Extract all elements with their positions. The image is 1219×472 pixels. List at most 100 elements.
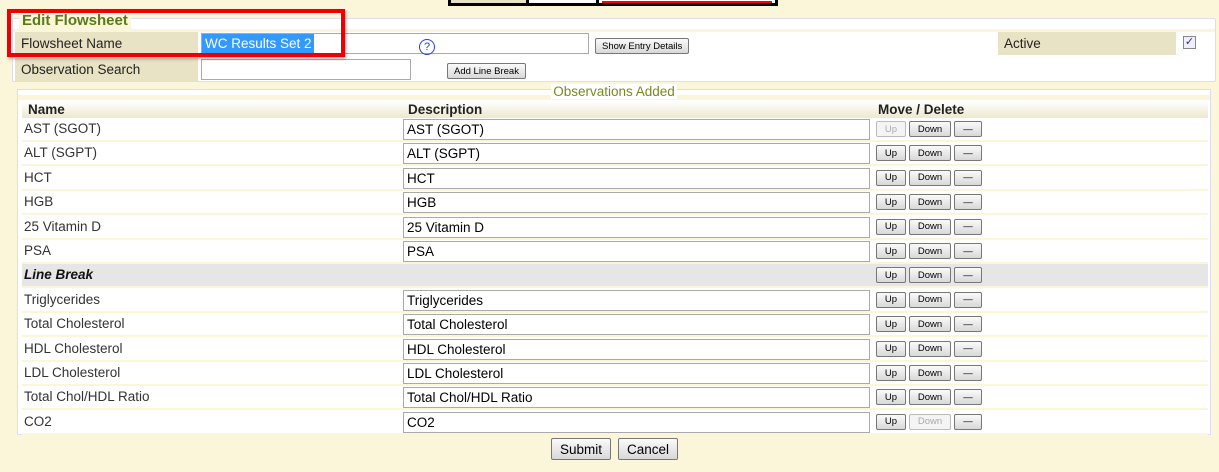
move-down-button[interactable]: Down (909, 243, 951, 259)
description-input[interactable] (403, 192, 870, 214)
observations-legend: Observations Added (18, 84, 1210, 99)
top-info-bar (448, 0, 778, 6)
column-header-name: Name (22, 101, 402, 118)
observation-name: Total Cholesterol (24, 316, 125, 332)
flowsheet-name-label: Flowsheet Name (15, 32, 198, 55)
add-line-break-button[interactable]: Add Line Break (447, 63, 526, 79)
observation-name: Line Break (24, 267, 94, 283)
move-down-button[interactable]: Down (909, 316, 951, 333)
flowsheet-name-input[interactable] (201, 33, 589, 54)
move-down-button[interactable]: Down (909, 413, 951, 430)
move-up-button[interactable]: Up (876, 218, 906, 235)
description-input[interactable] (403, 338, 870, 360)
description-input[interactable] (403, 167, 870, 189)
move-down-button[interactable]: Down (909, 194, 951, 211)
move-up-button[interactable]: Up (876, 340, 906, 357)
top-bar-value-cell (529, 0, 599, 3)
observation-name: HGB (24, 194, 54, 210)
help-icon[interactable]: ? (419, 39, 435, 55)
column-header-description: Description (402, 101, 872, 118)
move-up-button[interactable]: Up (876, 169, 906, 186)
line-break-row: Line Break Up Down — (22, 264, 1208, 289)
delete-button[interactable]: — (954, 194, 982, 211)
move-up-button[interactable]: Up (876, 389, 906, 406)
observation-name: HDL Cholesterol (24, 340, 123, 356)
delete-button[interactable]: — (954, 316, 982, 333)
move-up-button[interactable]: Up (876, 365, 906, 381)
column-header-move-delete: Move / Delete (872, 101, 1208, 118)
move-down-button[interactable]: Down (909, 291, 951, 308)
move-up-button[interactable]: Up (876, 267, 906, 284)
submit-button[interactable]: Submit (551, 438, 612, 460)
move-down-button[interactable]: Down (909, 389, 951, 406)
show-entry-details-button[interactable]: Show Entry Details (595, 38, 690, 54)
description-input[interactable] (403, 387, 870, 409)
delete-button[interactable]: — (954, 243, 982, 259)
cancel-button[interactable]: Cancel (618, 438, 679, 460)
observation-name: Triglycerides (24, 291, 101, 307)
top-bar-label-cell (451, 0, 529, 3)
edit-flowsheet-fieldset: Edit Flowsheet Flowsheet Name Show Entry… (12, 12, 1216, 82)
delete-button[interactable]: — (954, 413, 982, 430)
observation-name: ALT (SGPT) (24, 145, 98, 161)
observation-name: CO2 (24, 413, 52, 429)
delete-button[interactable]: — (954, 145, 982, 162)
description-input[interactable] (403, 241, 870, 262)
observation-name: Total Chol/HDL Ratio (24, 389, 150, 405)
move-up-button[interactable]: Up (876, 243, 906, 259)
delete-button[interactable]: — (954, 291, 982, 308)
active-checkbox[interactable]: ✓ (1183, 36, 1196, 49)
delete-button[interactable]: — (954, 389, 982, 406)
move-down-button[interactable]: Down (909, 340, 951, 357)
move-up-button[interactable]: Up (876, 145, 906, 162)
move-down-button[interactable]: Down (909, 365, 951, 381)
observation-search-label: Observation Search (15, 58, 198, 81)
description-input[interactable] (403, 289, 870, 311)
observation-name: AST (SGOT) (24, 121, 102, 136)
observation-name: 25 Vitamin D (24, 218, 102, 234)
description-input[interactable] (403, 411, 870, 433)
fieldset-band (13, 29, 1215, 32)
description-input[interactable] (403, 363, 870, 384)
move-up-button[interactable]: Up (876, 413, 906, 430)
move-down-button[interactable]: Down (909, 145, 951, 162)
observations-legend-text: Observations Added (551, 84, 677, 99)
move-up-button[interactable]: Up (876, 121, 906, 137)
move-down-button[interactable]: Down (909, 169, 951, 186)
active-label: Active (998, 32, 1176, 55)
delete-button[interactable]: — (954, 340, 982, 357)
move-down-button[interactable]: Down (909, 121, 951, 137)
move-up-button[interactable]: Up (876, 316, 906, 333)
delete-button[interactable]: — (954, 218, 982, 235)
description-input[interactable] (403, 119, 870, 140)
edit-flowsheet-title: Edit Flowsheet (19, 12, 131, 29)
move-up-button[interactable]: Up (876, 194, 906, 211)
delete-button[interactable]: — (954, 121, 982, 137)
delete-button[interactable]: — (954, 365, 982, 381)
move-down-button[interactable]: Down (909, 218, 951, 235)
move-down-button[interactable]: Down (909, 267, 951, 284)
observation-search-input[interactable] (201, 59, 411, 80)
description-input[interactable] (403, 314, 870, 336)
top-bar-warning-link[interactable] (602, 0, 772, 3)
description-input[interactable] (403, 143, 870, 165)
delete-button[interactable]: — (954, 267, 982, 284)
observations-fieldset: Observations Added Name Description Move… (17, 84, 1211, 435)
observation-name: LDL Cholesterol (24, 365, 121, 380)
description-input[interactable] (403, 216, 870, 238)
observation-name: PSA (24, 243, 52, 258)
move-up-button[interactable]: Up (876, 291, 906, 308)
observation-name: HCT (24, 169, 52, 185)
delete-button[interactable]: — (954, 169, 982, 186)
